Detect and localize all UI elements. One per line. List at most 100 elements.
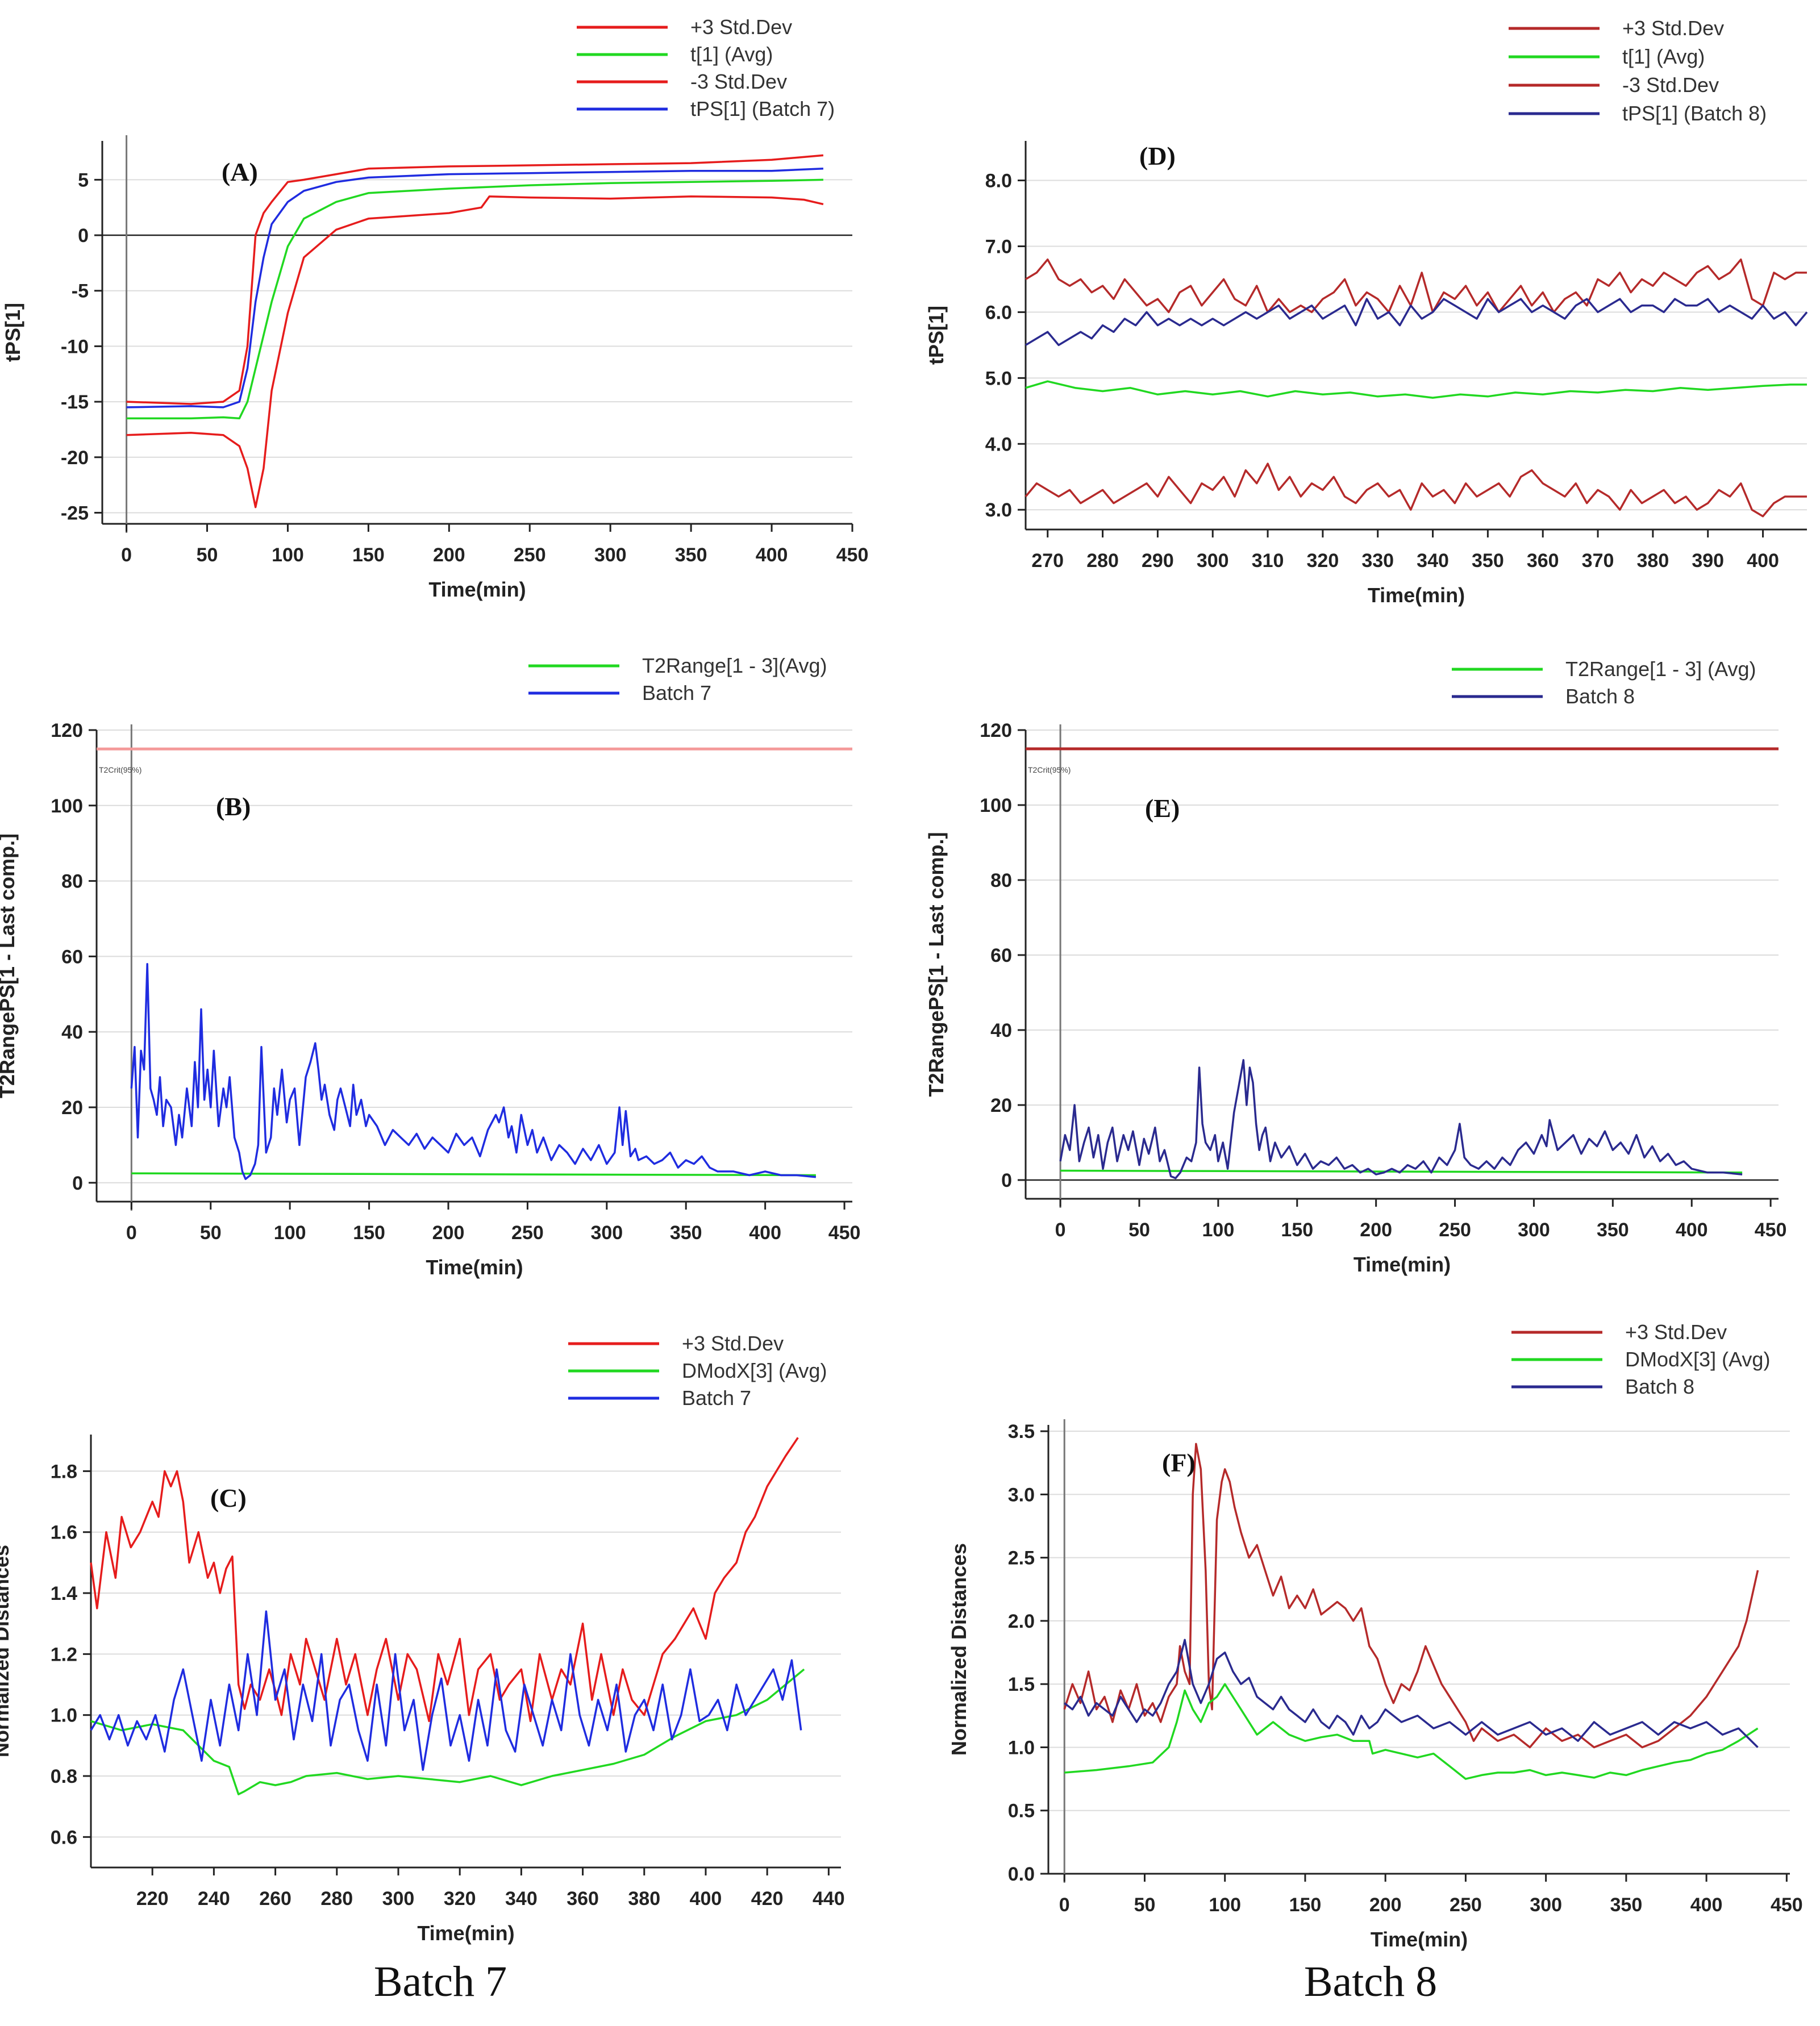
x-tick-label: 400	[749, 1222, 781, 1244]
x-tick-label: 200	[432, 1222, 465, 1244]
y-tick-label: 40	[61, 1022, 83, 1043]
x-tick-label: 450	[836, 544, 869, 566]
x-axis-label: Time(min)	[428, 578, 526, 601]
y-axis-label: T2RangePS[1 - Last comp.]	[0, 833, 19, 1098]
y-tick-label: 60	[61, 946, 83, 968]
y-tick-label: -15	[61, 391, 89, 413]
x-tick-label: 50	[1134, 1894, 1156, 1916]
y-tick-label: 1.4	[51, 1583, 77, 1604]
y-tick-label: 7.0	[985, 236, 1012, 257]
series-line-0	[1063, 1443, 1759, 1749]
x-axis-label: Time(min)	[417, 1921, 514, 1945]
x-tick-label: 340	[1417, 550, 1449, 572]
x-tick-label: 290	[1142, 550, 1174, 572]
x-tick-label: 300	[594, 544, 627, 566]
y-tick-label: -20	[61, 447, 89, 469]
x-tick-label: 340	[505, 1888, 538, 1910]
x-tick-label: 0	[126, 1222, 137, 1244]
x-tick-label: 200	[1360, 1219, 1392, 1241]
y-axis-label: tPS[1]	[924, 306, 948, 365]
panel-label: (B)	[216, 792, 251, 821]
x-tick-label: 50	[1128, 1219, 1150, 1241]
x-tick-label: 0	[1055, 1219, 1066, 1241]
x-tick-label: 450	[1771, 1894, 1803, 1916]
y-tick-label: 1.6	[51, 1522, 77, 1544]
y-tick-label: 8.0	[985, 170, 1012, 192]
x-tick-label: 420	[751, 1888, 784, 1910]
x-tick-label: 200	[1369, 1894, 1402, 1916]
x-tick-label: 250	[511, 1222, 544, 1244]
y-tick-label: 0	[72, 1173, 83, 1194]
y-tick-label: 0	[78, 225, 89, 247]
legend-label: Batch 8	[1625, 1375, 1694, 1398]
x-tick-label: 390	[1692, 550, 1724, 572]
y-tick-label: 20	[61, 1097, 83, 1119]
x-tick-label: 150	[1289, 1894, 1322, 1916]
x-tick-label: 100	[274, 1222, 306, 1244]
legend-label: -3 Std.Dev	[1622, 73, 1719, 97]
panel-label: (C)	[210, 1483, 247, 1512]
x-tick-label: 370	[1582, 550, 1614, 572]
x-tick-label: 0	[121, 544, 132, 566]
legend-label: Batch 7	[642, 681, 711, 704]
x-tick-label: 400	[690, 1888, 722, 1910]
x-tick-label: 310	[1252, 550, 1284, 572]
panel-label: (D)	[1139, 141, 1176, 170]
legend-label: DModX[3] (Avg)	[1625, 1348, 1770, 1371]
x-tick-label: 100	[272, 544, 304, 566]
legend-label: +3 Std.Dev	[1622, 16, 1724, 40]
x-tick-label: 400	[1690, 1894, 1723, 1916]
x-axis-label: Time(min)	[1353, 1253, 1451, 1276]
y-tick-label: 100	[51, 795, 83, 817]
series-line-3	[1025, 298, 1808, 347]
y-tick-label: 120	[980, 720, 1012, 741]
chart-panel-c: 220 240 260 280 300 320 340 360 380 400 420 440 0.6 0…	[0, 1332, 845, 1945]
y-tick-label: 0.8	[51, 1766, 77, 1787]
legend-label: t[1] (Avg)	[1622, 45, 1705, 68]
x-tick-label: 150	[353, 1222, 385, 1244]
legend-label: t[1] (Avg)	[690, 43, 773, 66]
x-tick-label: 280	[320, 1888, 353, 1910]
series-line-0	[1025, 258, 1807, 314]
y-tick-label: 3.0	[985, 499, 1012, 521]
y-tick-label: 0	[1001, 1170, 1012, 1191]
y-tick-label: 5.0	[985, 368, 1012, 389]
x-tick-label: 270	[1031, 550, 1064, 572]
series-line-1	[1064, 1683, 1759, 1780]
y-tick-label: -10	[61, 336, 89, 357]
chart-panel-e: 0 50 100 150 200 250 300 350 400 450 0 20 40 60 80 100 1…	[924, 657, 1786, 1276]
x-tick-label: 400	[1676, 1219, 1708, 1241]
x-tick-label: 350	[1472, 550, 1504, 572]
x-axis-label: Time(min)	[426, 1256, 523, 1279]
x-tick-label: 360	[1527, 550, 1559, 572]
y-tick-label: 6.0	[985, 302, 1012, 323]
y-tick-label: 3.5	[1008, 1421, 1035, 1443]
y-tick-label: -25	[61, 502, 89, 524]
y-tick-label: 1.2	[51, 1644, 77, 1665]
legend-label: Batch 7	[682, 1386, 751, 1410]
y-tick-label: 20	[990, 1095, 1012, 1116]
x-tick-label: 220	[136, 1888, 169, 1910]
x-tick-label: 450	[1755, 1219, 1787, 1241]
series-line-3	[126, 168, 823, 408]
y-axis-label: tPS[1]	[1, 303, 24, 362]
y-tick-label: 60	[990, 945, 1012, 966]
x-tick-label: 150	[1281, 1219, 1313, 1241]
critical-limit-label: T2Crit(95%)	[1028, 765, 1071, 774]
legend-label: T2Range[1 - 3] (Avg)	[1565, 657, 1756, 681]
y-tick-label: 0.0	[1008, 1864, 1035, 1885]
legend-label: -3 Std.Dev	[690, 70, 787, 93]
y-tick-label: 1.5	[1008, 1674, 1035, 1695]
x-tick-label: 250	[514, 544, 546, 566]
y-tick-label: 40	[990, 1020, 1012, 1041]
x-tick-label: 360	[567, 1888, 599, 1910]
legend-label: DModX[3] (Avg)	[682, 1359, 827, 1382]
x-tick-label: 380	[628, 1888, 660, 1910]
x-tick-label: 350	[670, 1222, 702, 1244]
x-tick-label: 320	[1307, 550, 1339, 572]
panel-label: (F)	[1162, 1448, 1196, 1477]
x-tick-label: 380	[1637, 550, 1669, 572]
chart-panel-a: 0 50 100 150 200 250 300 350 400 450-25-20-15-10-…	[1, 15, 868, 601]
x-tick-label: 150	[352, 544, 385, 566]
